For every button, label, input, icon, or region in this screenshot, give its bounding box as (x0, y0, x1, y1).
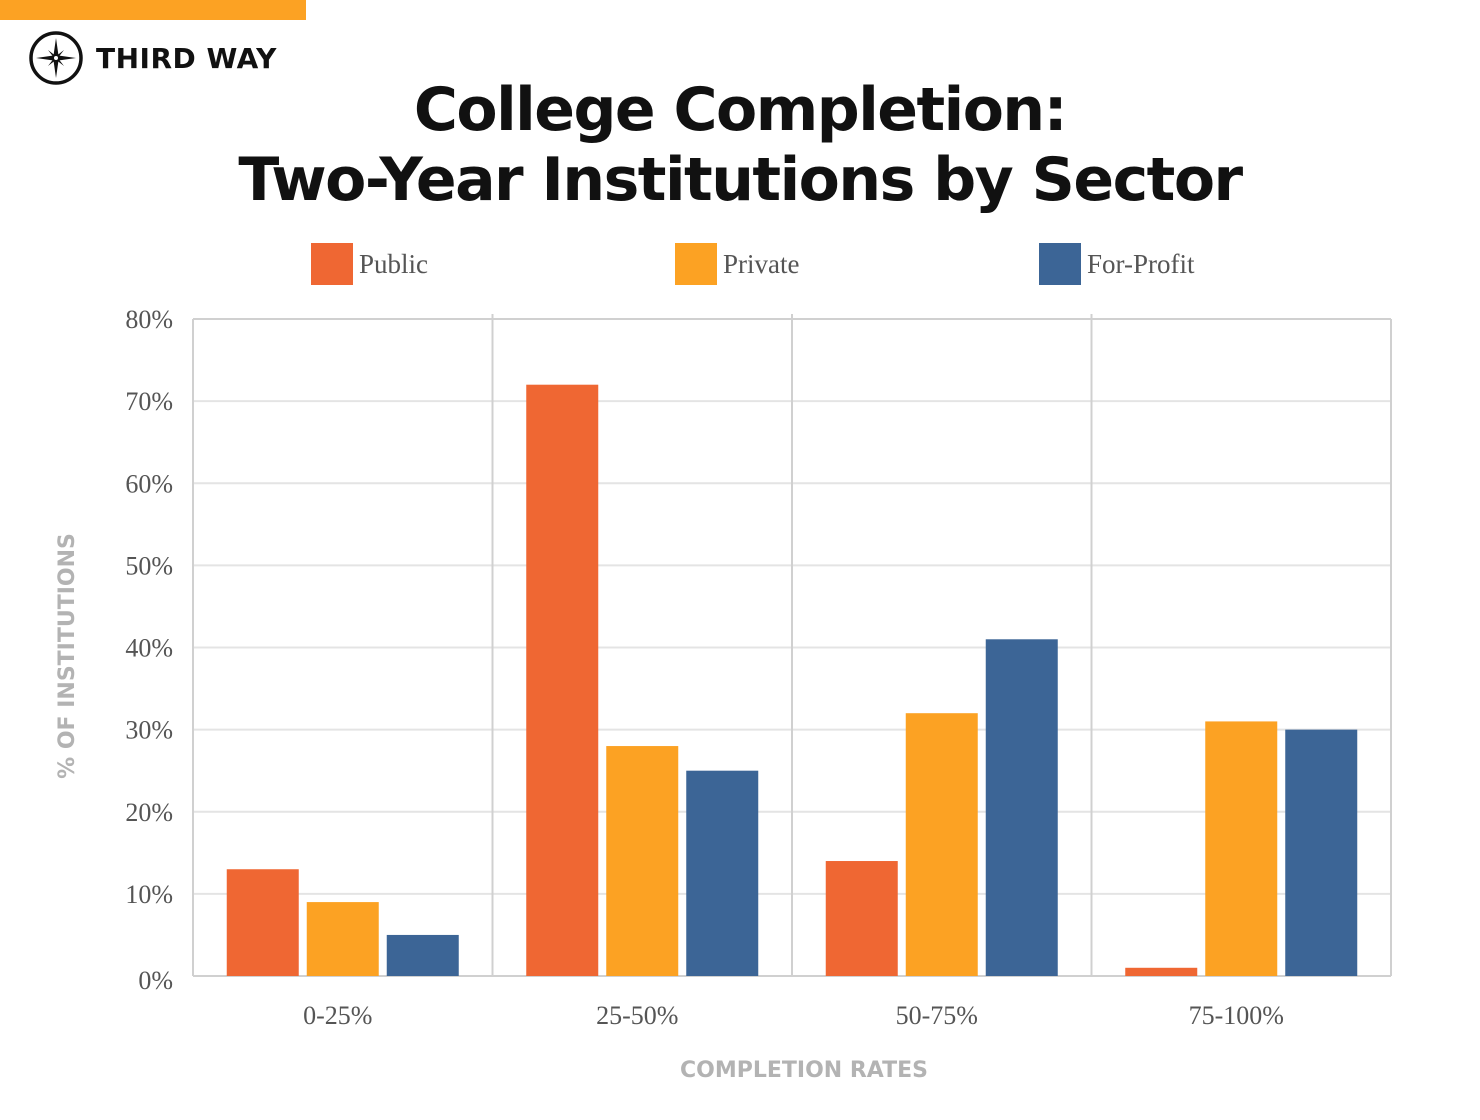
bar-for-profit-3 (1285, 729, 1358, 976)
legend-item-public: Public (311, 243, 428, 285)
third-way-logo: THIRD WAY (28, 30, 277, 86)
legend-item-private: Private (675, 243, 799, 285)
x-tick-label: 0-25% (303, 1001, 372, 1030)
bar-public-3 (1125, 967, 1198, 976)
y-tick-label: 60% (125, 469, 173, 498)
y-axis-title: % OF INSTITUTIONS (55, 533, 80, 779)
y-tick-label: 0% (138, 966, 173, 995)
y-tick-label: 40% (125, 634, 173, 663)
x-tick-label: 50-75% (896, 1001, 978, 1030)
y-tick-label: 30% (125, 716, 173, 745)
bar-private-2 (905, 713, 978, 976)
chart-title-line2: Two-Year Institutions by Sector (238, 145, 1243, 215)
legend-label-for-profit: For-Profit (1087, 248, 1195, 279)
bar-public-2 (825, 861, 898, 976)
y-tick-label: 20% (125, 798, 173, 827)
bar-public-1 (526, 384, 599, 976)
y-tick-label: 10% (125, 880, 173, 909)
chart-title-line1: College Completion: (413, 75, 1068, 145)
legend-label-public: Public (359, 248, 429, 279)
compass-icon (29, 31, 83, 85)
bar-public-0 (226, 869, 299, 976)
legend-swatch-for-profit (1039, 243, 1081, 285)
legend-label-private: Private (723, 248, 800, 279)
x-tick-label: 25-50% (596, 1001, 678, 1030)
legend-swatch-public (311, 243, 353, 285)
legend-item-for-profit: For-Profit (1039, 243, 1194, 285)
legend-swatch-private (675, 243, 717, 285)
bar-private-3 (1205, 721, 1278, 976)
y-tick-label: 80% (125, 305, 173, 334)
bar-private-0 (306, 902, 379, 976)
bar-private-1 (606, 746, 679, 976)
y-tick-label: 50% (125, 551, 173, 580)
brand-accent-bar (0, 0, 306, 20)
bar-for-profit-2 (985, 639, 1058, 976)
y-tick-label: 70% (125, 387, 173, 416)
logo-text: THIRD WAY (96, 41, 277, 75)
x-tick-label: 75-100% (1189, 1001, 1284, 1030)
bar-for-profit-0 (386, 934, 459, 976)
bar-for-profit-1 (686, 770, 759, 976)
x-axis-title: COMPLETION RATES (680, 1058, 928, 1083)
